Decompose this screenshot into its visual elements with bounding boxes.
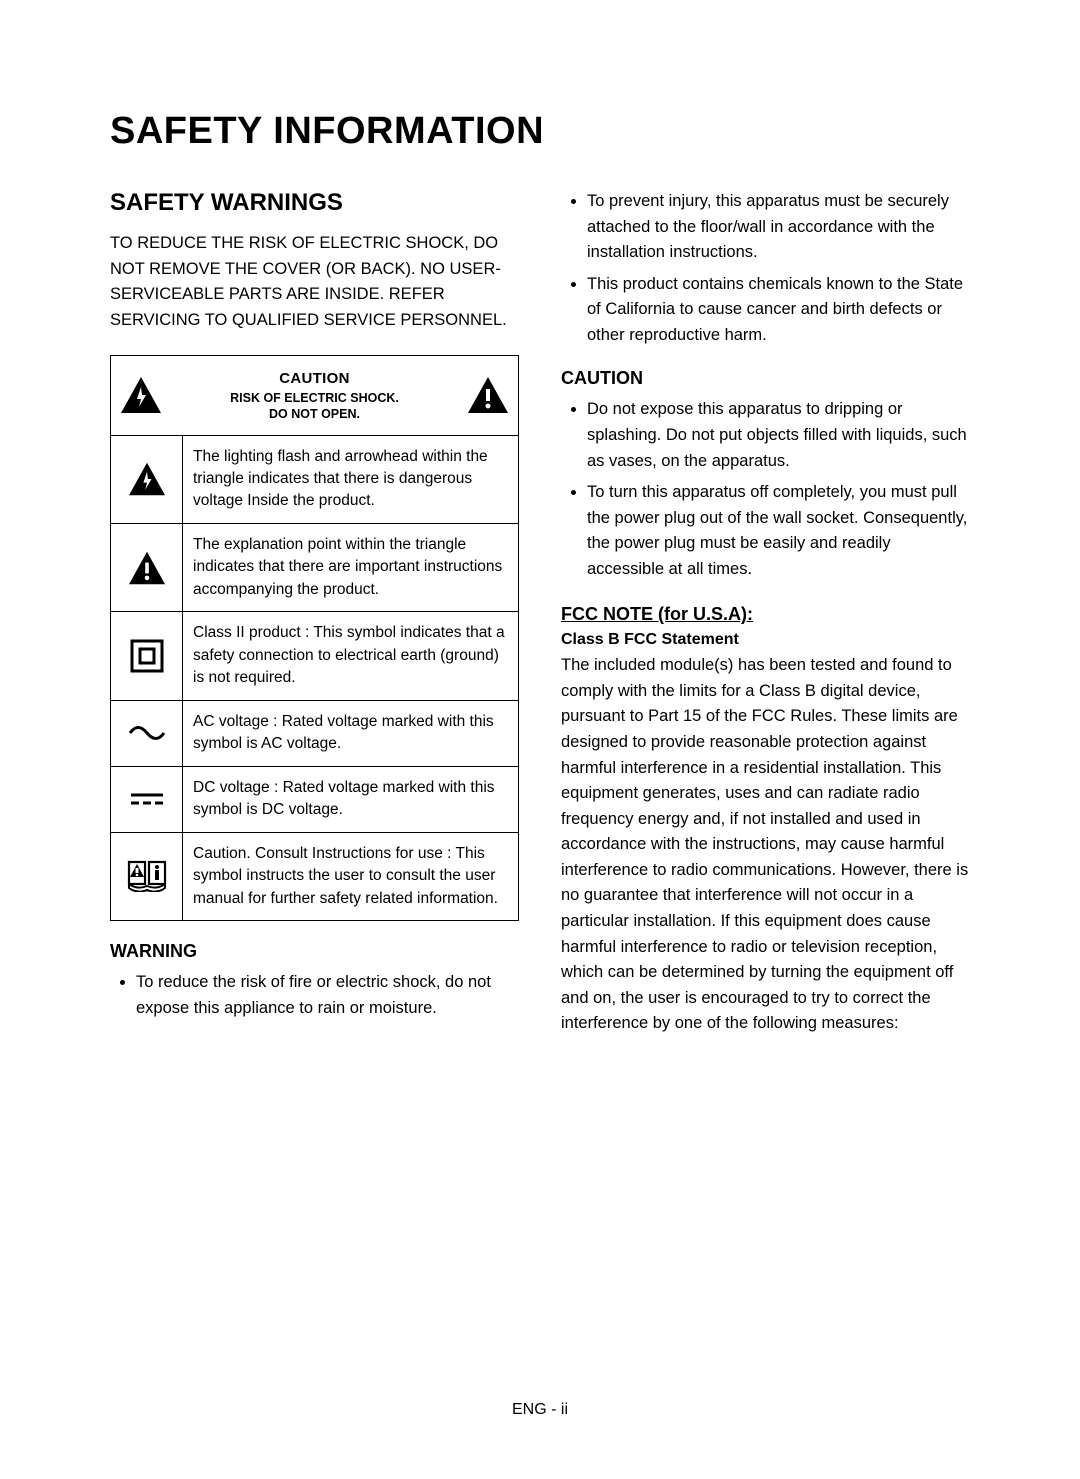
ac-icon [117, 724, 176, 742]
list-item: To turn this apparatus off completely, y… [587, 480, 970, 582]
manual-icon [117, 860, 176, 892]
caution-center-text: CAUTION RISK OF ELECTRIC SHOCK. DO NOT O… [169, 368, 460, 422]
table-row: The lighting flash and arrowhead within … [111, 435, 519, 523]
right-column: To prevent injury, this apparatus must b… [561, 189, 970, 1037]
list-item: This product contains chemicals known to… [587, 272, 970, 349]
page-title: SAFETY INFORMATION [110, 110, 970, 153]
caution-heading: CAUTION [561, 368, 970, 389]
icon-cell [111, 523, 183, 611]
caution-label: CAUTION [169, 368, 460, 390]
symbol-description: The explanation point within the triangl… [183, 523, 519, 611]
caution-header-row: CAUTION RISK OF ELECTRIC SHOCK. DO NOT O… [111, 356, 519, 435]
icon-cell [111, 832, 183, 920]
safety-warnings-heading: SAFETY WARNINGS [110, 189, 519, 217]
caution-sub2: DO NOT OPEN. [169, 406, 460, 422]
table-row: Class II product : This symbol indicates… [111, 612, 519, 700]
warning-bullets: To reduce the risk of fire or electric s… [110, 970, 519, 1021]
intro-text: TO REDUCE THE RISK OF ELECTRIC SHOCK, DO… [110, 231, 519, 333]
symbol-description: DC voltage : Rated voltage marked with t… [183, 766, 519, 832]
caution-header-cell: CAUTION RISK OF ELECTRIC SHOCK. DO NOT O… [111, 356, 519, 435]
fcc-body: The included module(s) has been tested a… [561, 653, 970, 1036]
symbol-description: Class II product : This symbol indicates… [183, 612, 519, 700]
fcc-subheading: Class B FCC Statement [561, 631, 970, 649]
list-item: Do not expose this apparatus to dripping… [587, 397, 970, 474]
dc-icon [117, 791, 176, 807]
fcc-heading: FCC NOTE (for U.S.A): [561, 604, 970, 625]
icon-cell [111, 700, 183, 766]
symbol-table: CAUTION RISK OF ELECTRIC SHOCK. DO NOT O… [110, 355, 519, 921]
table-row: AC voltage : Rated voltage marked with t… [111, 700, 519, 766]
top-bullets: To prevent injury, this apparatus must b… [561, 189, 970, 348]
caution-bullets: Do not expose this apparatus to dripping… [561, 397, 970, 582]
symbol-description: The lighting flash and arrowhead within … [183, 435, 519, 523]
list-item: To prevent injury, this apparatus must b… [587, 189, 970, 266]
icon-cell [111, 435, 183, 523]
icon-cell [111, 612, 183, 700]
table-row: Caution. Consult Instructions for use : … [111, 832, 519, 920]
icon-cell [111, 766, 183, 832]
list-item: To reduce the risk of fire or electric s… [136, 970, 519, 1021]
exclaim-triangle-icon [466, 375, 510, 415]
symbol-description: AC voltage : Rated voltage marked with t… [183, 700, 519, 766]
bolt-triangle-icon [119, 375, 163, 415]
table-row: DC voltage : Rated voltage marked with t… [111, 766, 519, 832]
left-column: SAFETY WARNINGS TO REDUCE THE RISK OF EL… [110, 189, 519, 1037]
table-row: The explanation point within the triangl… [111, 523, 519, 611]
class2-icon [117, 639, 176, 673]
symbol-description: Caution. Consult Instructions for use : … [183, 832, 519, 920]
bolt-triangle-icon [117, 461, 176, 497]
page-footer: ENG - ii [0, 1401, 1080, 1419]
caution-sub1: RISK OF ELECTRIC SHOCK. [169, 390, 460, 406]
two-column-layout: SAFETY WARNINGS TO REDUCE THE RISK OF EL… [110, 189, 970, 1037]
exclaim-triangle-icon [117, 550, 176, 586]
warning-heading: WARNING [110, 941, 519, 962]
